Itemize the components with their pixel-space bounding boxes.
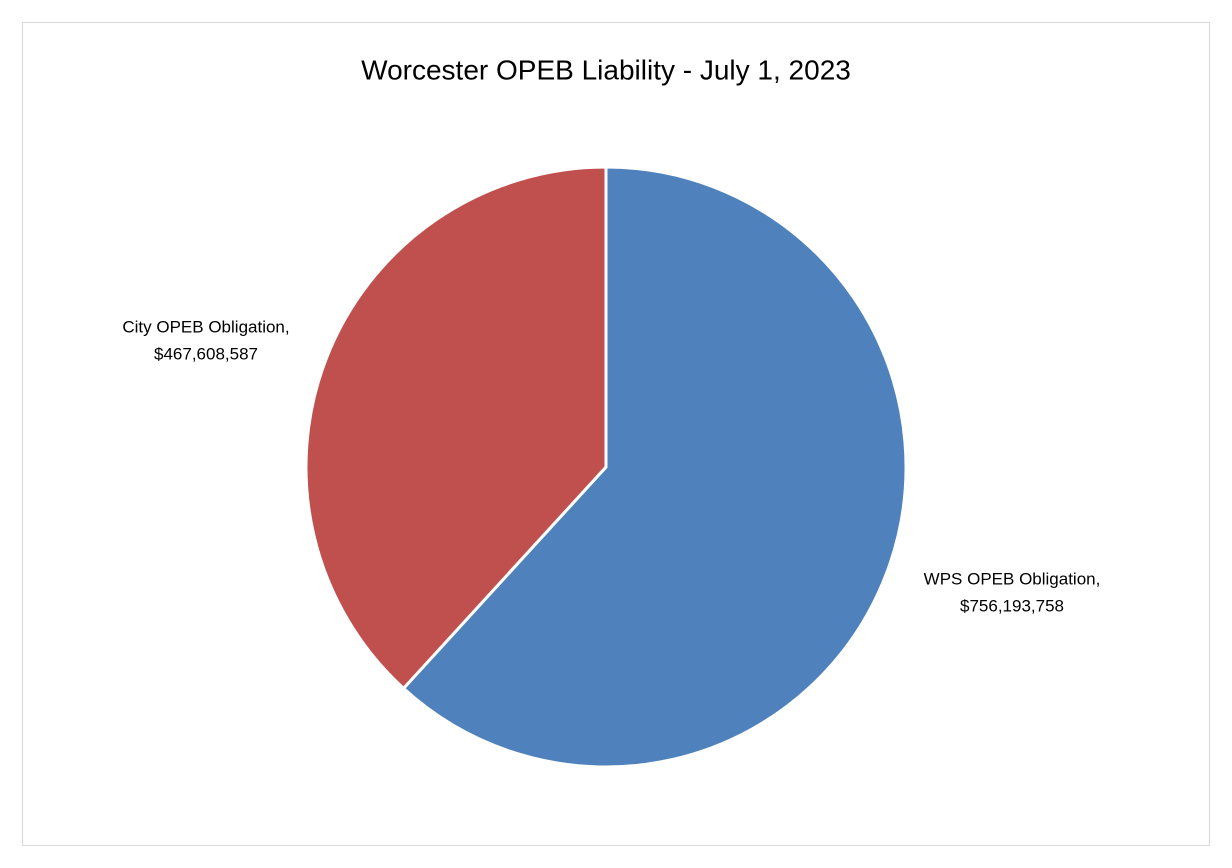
data-label: $467,608,587: [154, 344, 258, 363]
chart-title: Worcester OPEB Liability - July 1, 2023: [361, 54, 851, 85]
data-label: City OPEB Obligation,: [122, 317, 289, 336]
data-label: $756,193,758: [960, 596, 1064, 615]
pie-slice: [304, 165, 608, 691]
pie-slice: [401, 165, 908, 769]
data-label: WPS OPEB Obligation,: [924, 569, 1101, 588]
